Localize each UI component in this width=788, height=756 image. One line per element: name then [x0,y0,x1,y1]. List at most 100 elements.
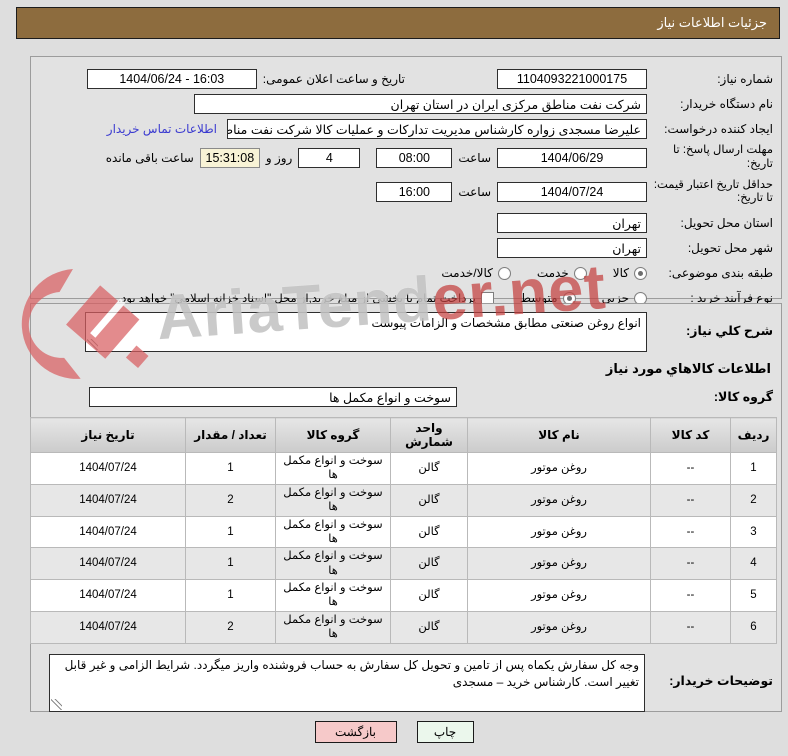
need-description-label: شرح کلي نیاز: [686,324,773,338]
purchase-process-label: نوع فرآیند خرید : [690,290,773,305]
print-button[interactable]: چاپ [416,721,474,743]
reply-deadline-date-field[interactable]: 1404/06/29 [497,147,647,168]
table-row: 2 -- روغن موتور گالن سوخت و انواع مکمل ه… [30,483,777,517]
buyer-notes-textarea[interactable]: وجه کل سفارش یکماه پس از تامین و تحویل ک… [49,653,645,712]
price-validity-row: حداقل تاریخ اعتبار قیمت: تا تاریخ: 1404/… [39,179,773,207]
delivery-province-label: استان محل تحویل: [680,215,773,230]
delivery-province-row: استان محل تحویل: تهران [39,213,773,234]
item-group-field[interactable]: سوخت و انواع مکمل ها [89,387,457,407]
cell-need-date: 1404/07/24 [30,515,186,549]
reply-deadline-time-field[interactable]: 08:00 [376,147,453,168]
need-number-row: شماره نیاز: 1104093221000175 تاریخ و ساع… [39,69,773,89]
header-item-group: گروه کالا [275,417,391,453]
back-button[interactable]: بازگشت [314,721,397,743]
need-number-field[interactable]: 1104093221000175 [497,69,647,89]
cell-need-date: 1404/07/24 [30,547,186,580]
option-service: خدمت [537,266,587,280]
cell-item-group: سوخت و انواع مکمل ها [275,515,391,549]
items-section-title: اطلاعات کالاهاي مورد نیاز [605,361,771,376]
cell-item-group: سوخت و انواع مکمل ها [275,547,391,580]
items-panel: شرح کلي نیاز: انواع روغن صنعتی مطابق مشخ… [30,303,782,712]
cell-row-number: 1 [730,452,777,485]
header-item-code: کد کالا [650,417,731,453]
remaining-days-field: 4 [298,147,361,168]
items-table-header-row: ردیف کد کالا نام کالا واحد شمارش گروه کا… [30,417,777,453]
cell-unit: گالن [390,483,468,517]
cell-unit: گالن [390,579,468,612]
cell-item-group: سوخت و انواع مکمل ها [275,579,391,612]
table-row: 6 -- روغن موتور گالن سوخت و انواع مکمل ه… [30,610,777,644]
cell-item-code: -- [650,579,731,612]
need-info-panel: شماره نیاز: 1104093221000175 تاریخ و ساع… [30,56,782,305]
cell-item-code: -- [650,547,731,580]
cell-need-date: 1404/07/24 [30,452,186,485]
petty-radio-label: جزیی [601,291,629,306]
announce-datetime-label: تاریخ و ساعت اعلان عمومی: [262,72,405,86]
cell-item-code: -- [650,610,731,644]
resize-grip-icon[interactable] [51,698,62,710]
cell-need-date: 1404/07/24 [30,579,186,612]
option-goods: کالا [613,266,647,280]
price-validity-hour-label: ساعت [458,185,491,200]
header-row-number: ردیف [730,417,777,453]
goods-service-radio-label: کالا/خدمت [441,266,493,281]
cell-need-date: 1404/07/24 [30,610,186,644]
buyer-org-row: نام دستگاه خریدار: شرکت نفت مناطق مرکزی … [39,94,773,114]
service-radio[interactable] [573,266,587,280]
cell-item-group: سوخت و انواع مکمل ها [275,483,391,517]
cell-item-group: سوخت و انواع مکمل ها [275,452,391,485]
remaining-time-field: 15:31:08 [199,147,260,168]
cell-item-code: -- [650,515,731,549]
cell-item-code: -- [650,483,731,517]
goods-service-radio[interactable] [497,266,511,280]
buyer-contact-link[interactable]: اطلاعات تماس خریدار [106,122,217,136]
buyer-notes-label: توضیحات خریدار: [669,673,773,688]
cell-unit: گالن [390,452,468,485]
buyer-notes-row: توضیحات خریدار: وجه کل سفارش یکماه پس از… [39,653,773,712]
cell-row-number: 4 [730,547,777,580]
cell-unit: گالن [390,610,468,644]
buyer-org-field[interactable]: شرکت نفت مناطق مرکزی ایران در استان تهرا… [194,94,647,114]
cell-item-name: روغن موتور [467,452,651,485]
goods-radio[interactable] [634,266,647,280]
cell-item-code: -- [650,452,731,485]
delivery-city-field[interactable]: تهران [497,238,647,259]
service-radio-label: خدمت [536,266,569,281]
reply-deadline-row: مهلت ارسال پاسخ: تا تاریخ: 1404/06/29 سا… [39,144,773,172]
item-group-label: گروه کالا: [713,389,773,404]
reply-deadline-label: مهلت ارسال پاسخ: تا تاریخ: [672,144,773,170]
button-bar: چاپ بازگشت [0,721,788,743]
request-creator-field[interactable]: علیرضا مسجدی زواره کارشناس مدیریت تدارکا… [227,119,647,139]
price-validity-date-field[interactable]: 1404/07/24 [497,182,647,203]
cell-item-name: روغن موتور [467,515,651,549]
delivery-province-field[interactable]: تهران [497,213,647,234]
price-validity-label: حداقل تاریخ اعتبار قیمت: تا تاریخ: [653,178,773,205]
need-description-text: انواع روغن صنعتی مطابق مشخصات و الزامات … [371,316,641,330]
header-quantity: تعداد / مقدار [185,417,276,453]
items-table: ردیف کد کالا نام کالا واحد شمارش گروه کا… [30,417,777,644]
cell-need-date: 1404/07/24 [30,483,186,517]
request-creator-label: ایجاد کننده درخواست: [664,121,773,136]
cell-quantity: 1 [185,579,276,612]
price-validity-time-field[interactable]: 16:00 [376,182,453,203]
announce-datetime-field[interactable]: 1404/06/24 - 16:03 [86,69,257,89]
table-row: 3 -- روغن موتور گالن سوخت و انواع مکمل ه… [30,515,777,549]
delivery-city-label: شهر محل تحویل: [687,240,773,255]
cell-item-name: روغن موتور [467,547,651,580]
item-group-row: گروه کالا: سوخت و انواع مکمل ها [39,387,773,407]
cell-item-name: روغن موتور [467,610,651,644]
cell-row-number: 6 [730,610,777,644]
need-number-label: شماره نیاز: [717,71,773,86]
cell-quantity: 2 [185,483,276,517]
request-creator-row: ایجاد کننده درخواست: علیرضا مسجدی زواره … [39,119,773,139]
header-item-name: نام کالا [467,417,651,453]
delivery-city-row: شهر محل تحویل: تهران [39,238,773,259]
subject-classification-row: طبقه بندی موضوعی: کالا خدمت کالا/خدمت [39,263,773,283]
resize-grip-icon[interactable] [87,339,98,350]
buyer-org-label: نام دستگاه خریدار: [680,96,773,111]
cell-row-number: 2 [730,483,777,517]
cell-quantity: 1 [185,547,276,580]
need-description-textarea[interactable]: انواع روغن صنعتی مطابق مشخصات و الزامات … [85,312,647,352]
buyer-notes-text: وجه کل سفارش یکماه پس از تامین و تحویل ک… [64,657,639,689]
